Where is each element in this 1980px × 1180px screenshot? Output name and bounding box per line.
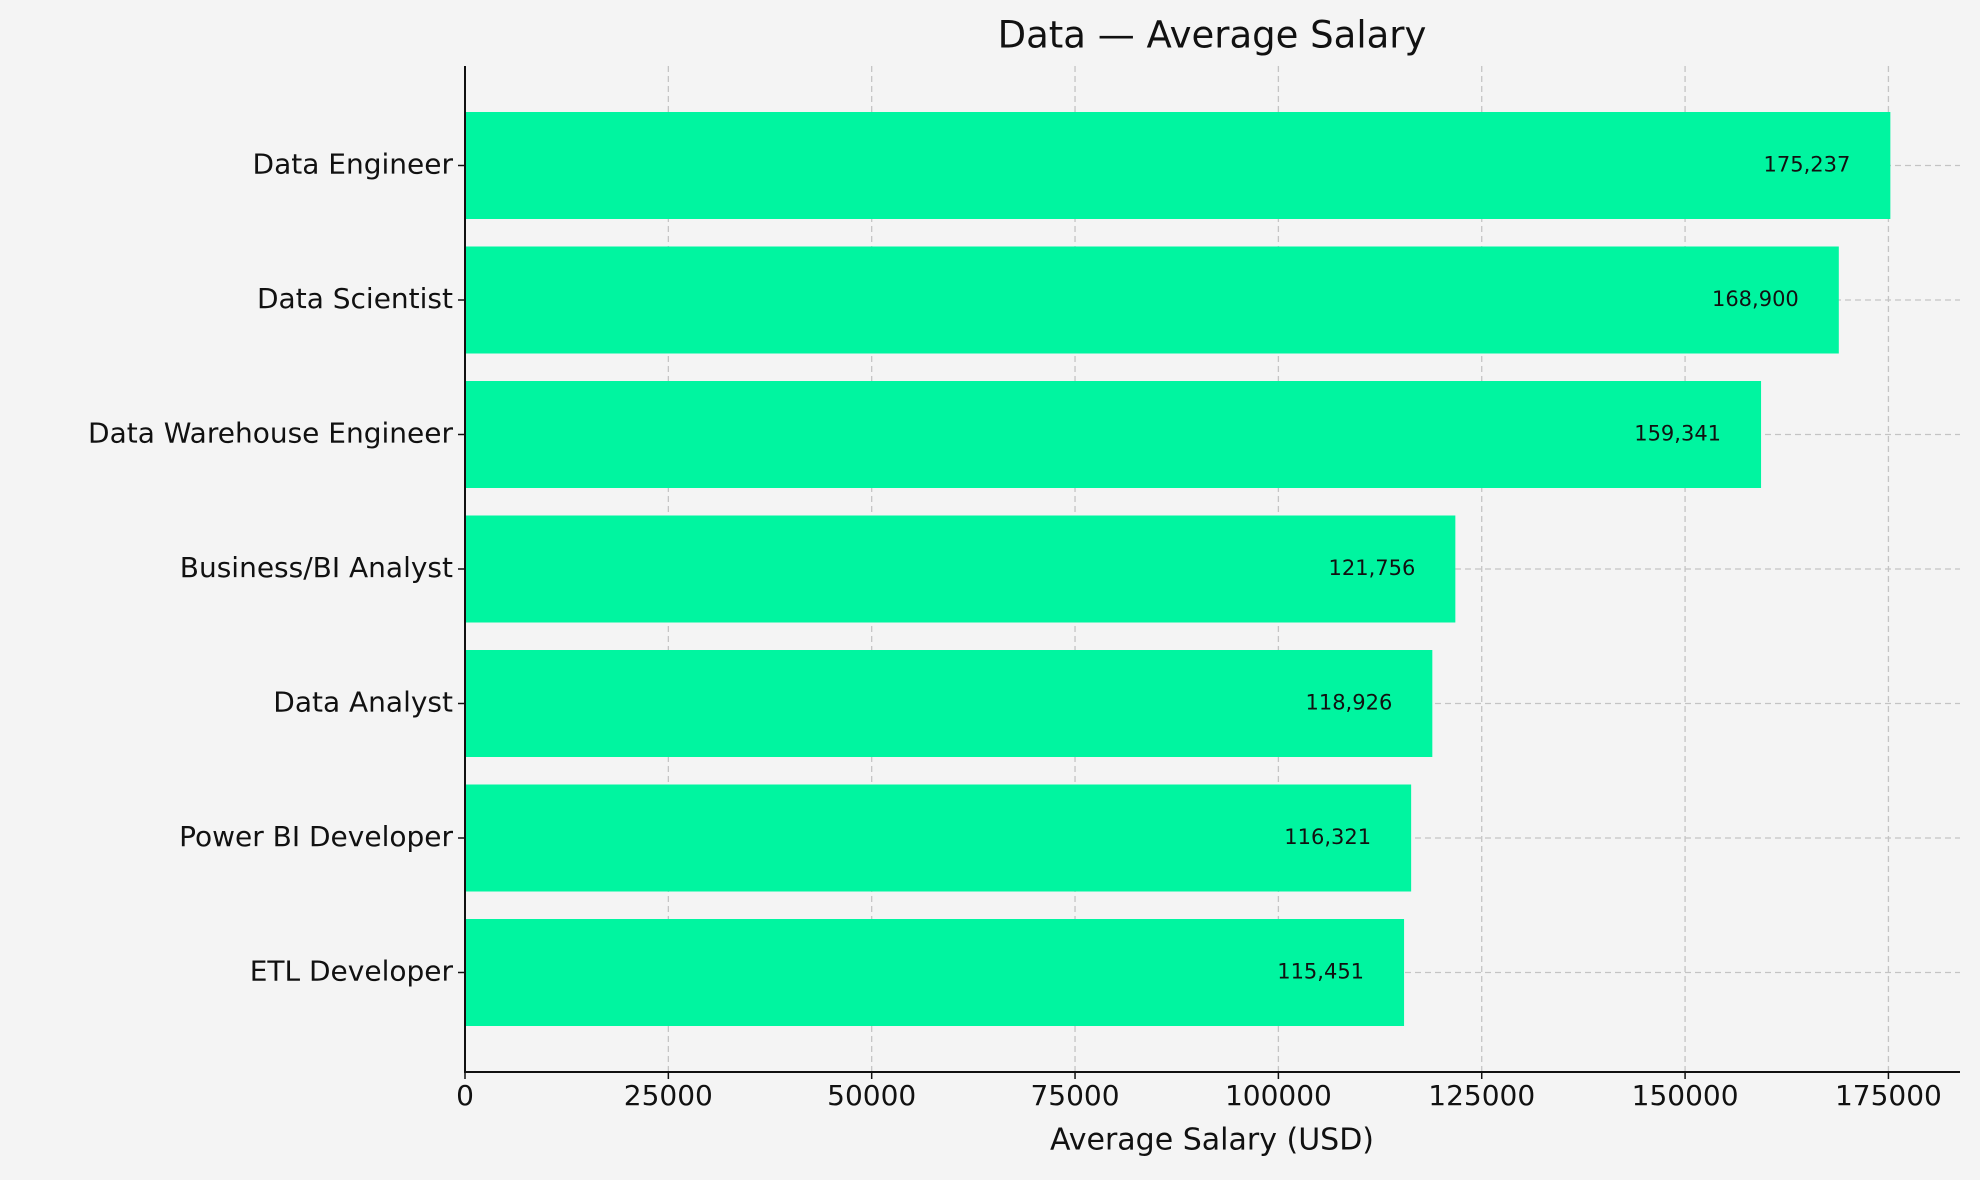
value-label: 159,341	[1634, 422, 1721, 446]
x-tick-label: 175000	[1835, 1079, 1942, 1112]
y-tick-label: Power BI Developer	[179, 820, 453, 853]
bar	[465, 381, 1762, 488]
y-tick-label: ETL Developer	[250, 955, 454, 988]
bar	[465, 112, 1891, 219]
x-tick-label: 75000	[1030, 1079, 1119, 1112]
x-axis-label: Average Salary (USD)	[1050, 1123, 1374, 1158]
y-tick-label: Business/BI Analyst	[180, 551, 453, 584]
x-tick-label: 125000	[1428, 1079, 1535, 1112]
bar	[465, 650, 1433, 757]
value-label: 168,900	[1712, 287, 1799, 311]
y-tick-label: Data Engineer	[253, 148, 454, 181]
x-tick-label: 50000	[827, 1079, 916, 1112]
bars	[465, 112, 1891, 1026]
value-label: 115,451	[1277, 960, 1364, 984]
x-tick-label: 25000	[624, 1079, 713, 1112]
x-tick-label: 100000	[1225, 1079, 1332, 1112]
bar	[465, 919, 1405, 1026]
x-tick-label: 0	[456, 1079, 474, 1112]
bar	[465, 246, 1839, 354]
bar	[465, 784, 1412, 892]
value-label: 175,237	[1764, 153, 1851, 177]
y-tick-label: Data Scientist	[257, 282, 453, 315]
y-tick-label: Data Analyst	[273, 686, 453, 719]
x-tick-label: 150000	[1632, 1079, 1739, 1112]
bar	[465, 515, 1456, 623]
value-label: 121,756	[1329, 556, 1416, 580]
labels: 0 25000 50000 75000 100000 125000 150000 175000…	[88, 148, 1942, 1113]
y-tick-label: Data Warehouse Engineer	[88, 417, 453, 450]
value-label: 118,926	[1305, 691, 1392, 715]
chart-title: Data — Average Salary	[998, 14, 1427, 57]
value-label: 116,321	[1284, 825, 1371, 849]
